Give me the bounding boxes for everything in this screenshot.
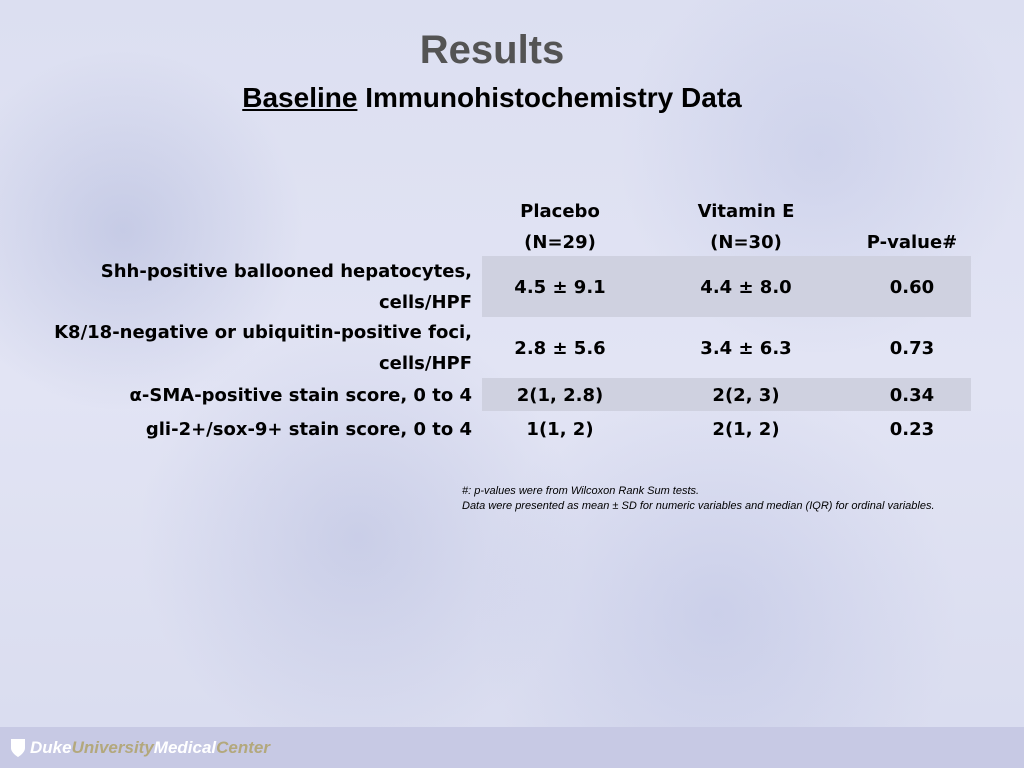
row-band-3: [482, 378, 971, 411]
row-label-shh: Shh-positive ballooned hepatocytes,: [100, 261, 472, 282]
duke-logo: Duke University Medical Center: [10, 736, 270, 760]
shield-icon: [11, 739, 25, 757]
row-label-shh-unit: cells/HPF: [378, 292, 472, 313]
cell-sma-vitamin-e: 2(2, 3): [712, 385, 780, 406]
header-vitamin-e: Vitamin E: [697, 201, 795, 222]
footnote-presentation: Data were presented as mean ± SD for num…: [462, 500, 935, 512]
cell-gli2-sox9-vitamin-e: 2(1, 2): [712, 419, 780, 440]
slide-subtitle: Baseline Immunohistochemistry Data: [0, 82, 984, 114]
cell-gli2-sox9-placebo: 1(1, 2): [526, 419, 594, 440]
cell-k8-18-placebo: 2.8 ± 5.6: [514, 338, 606, 359]
row-label-sma: α-SMA-positive stain score, 0 to 4: [129, 385, 472, 406]
logo-center: Center: [216, 738, 270, 757]
slide-title: Results: [419, 28, 565, 72]
header-placebo: Placebo: [520, 201, 600, 222]
row-band-1: [482, 256, 971, 317]
header-p-value: P-value#: [866, 232, 958, 253]
cell-gli2-sox9-p-value: 0.23: [889, 419, 935, 440]
row-label-k8-18-unit: cells/HPF: [378, 353, 472, 374]
row-label-k8-18: K8/18-negative or ubiquitin-positive foc…: [54, 322, 472, 343]
cell-k8-18-p-value: 0.73: [889, 338, 935, 359]
subtitle-rest: Immunohistochemistry Data: [357, 82, 742, 113]
logo-university: University: [71, 738, 154, 757]
cell-shh-placebo: 4.5 ± 9.1: [514, 277, 606, 298]
cell-shh-vitamin-e: 4.4 ± 8.0: [700, 277, 792, 298]
logo-duke: Duke: [30, 738, 72, 757]
cell-k8-18-vitamin-e: 3.4 ± 6.3: [700, 338, 792, 359]
logo-medical: Medical: [153, 738, 217, 757]
header-placebo-n: (N=29): [524, 232, 596, 253]
row-label-gli2-sox9: gli-2+/sox-9+ stain score, 0 to 4: [145, 419, 472, 440]
footer-bar: [0, 727, 1024, 768]
cell-sma-p-value: 0.34: [889, 385, 935, 406]
cell-shh-p-value: 0.60: [889, 277, 935, 298]
footnote-pvalues: #: p-values were from Wilcoxon Rank Sum …: [462, 485, 700, 497]
header-vitamin-e-n: (N=30): [710, 232, 782, 253]
subtitle-underlined: Baseline: [242, 82, 358, 113]
cell-sma-placebo: 2(1, 2.8): [516, 385, 604, 406]
